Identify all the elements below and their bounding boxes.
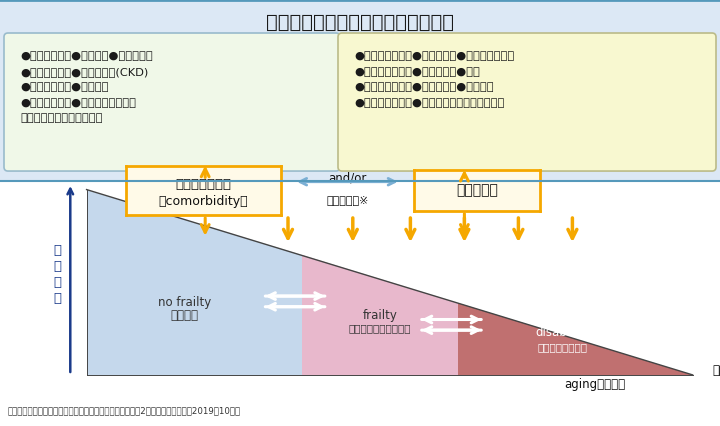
Text: 高齢者の健康状態の特性等について: 高齢者の健康状態の特性等について xyxy=(266,13,454,32)
Text: 老年症候群: 老年症候群 xyxy=(456,184,498,198)
Text: frailty: frailty xyxy=(362,309,397,322)
Text: 慢性疾患を併存: 慢性疾患を併存 xyxy=(176,178,231,191)
Text: （フレイル（虚弱））: （フレイル（虚弱）） xyxy=(348,323,411,333)
Text: 出典：「高齢者の特性を踏まえた保健事業ガイドライン第2版」（厚生労働省／2019年10月）: 出典：「高齢者の特性を踏まえた保健事業ガイドライン第2版」（厚生労働省／2019… xyxy=(7,406,240,416)
Polygon shape xyxy=(458,303,693,375)
Text: aging（加齢）: aging（加齢） xyxy=(564,378,626,391)
Text: （身体機能障害）: （身体機能障害） xyxy=(537,342,588,352)
Text: ●認知機能障害　●めまい　　●摂食・嚥下障害
●視力障害　　　●うつ　　　●貧血
●難聴　　　　　●せん妄　　●易感染性
●体重減少　　　●サルコペニア（筋量低: ●認知機能障害 ●めまい ●摂食・嚥下障害 ●視力障害 ●うつ ●貧血 ●難聴 … xyxy=(354,51,514,108)
Text: and/or: and/or xyxy=(328,172,366,185)
Text: no frailty: no frailty xyxy=(158,296,211,309)
Text: 死亡: 死亡 xyxy=(712,364,720,377)
Text: （健康）: （健康） xyxy=(171,309,198,322)
Text: 相互に影響※: 相互に影響※ xyxy=(326,195,369,204)
FancyBboxPatch shape xyxy=(338,33,716,171)
Polygon shape xyxy=(86,190,302,375)
Text: 予
備
能
力: 予 備 能 力 xyxy=(53,244,61,305)
FancyBboxPatch shape xyxy=(4,33,340,171)
Polygon shape xyxy=(302,255,458,375)
Text: （comorbidity）: （comorbidity） xyxy=(158,195,248,208)
Text: disability: disability xyxy=(536,326,589,339)
Text: ●高血圧　　　●心疾患　●脳血管疾患
●糖尿病　　　●慢性腎疾患(CKD)
●呼吸器疾患　●悪性腫瘍
●骨粗鬆症　　●変形性関節症等、
生活習慣や加齢に伴う疾患: ●高血圧 ●心疾患 ●脳血管疾患 ●糖尿病 ●慢性腎疾患(CKD) ●呼吸器疾患… xyxy=(20,51,153,124)
